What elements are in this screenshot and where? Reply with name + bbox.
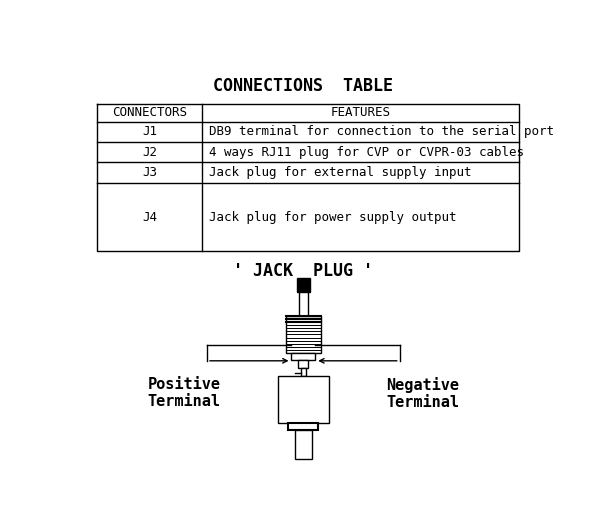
Bar	[297, 278, 310, 292]
Text: Jack plug for external supply input: Jack plug for external supply input	[210, 166, 472, 179]
Bar	[301, 368, 305, 376]
Text: ' JACK  PLUG ': ' JACK PLUG '	[233, 261, 374, 280]
Bar	[288, 423, 318, 430]
Text: DB9 terminal for connection to the serial port: DB9 terminal for connection to the seria…	[210, 126, 554, 138]
Text: J4: J4	[142, 210, 157, 224]
Text: CONNECTIONS  TABLE: CONNECTIONS TABLE	[213, 77, 394, 95]
Bar	[300, 292, 307, 316]
Bar	[295, 430, 312, 459]
Bar	[286, 316, 321, 353]
Bar	[298, 360, 308, 368]
Text: Negative
Terminal: Negative Terminal	[386, 377, 459, 410]
Text: FEATURES: FEATURES	[331, 106, 391, 119]
Bar	[278, 376, 329, 423]
Text: Positive
Terminal: Positive Terminal	[147, 377, 221, 409]
Text: Jack plug for power supply output: Jack plug for power supply output	[210, 210, 457, 224]
Text: J2: J2	[142, 146, 157, 159]
Text: J3: J3	[142, 166, 157, 179]
Text: 4 ways RJ11 plug for CVP or CVPR-03 cables: 4 ways RJ11 plug for CVP or CVPR-03 cabl…	[210, 146, 525, 159]
Text: CONNECTORS: CONNECTORS	[112, 106, 187, 119]
Text: J1: J1	[142, 126, 157, 138]
Bar	[291, 353, 316, 360]
